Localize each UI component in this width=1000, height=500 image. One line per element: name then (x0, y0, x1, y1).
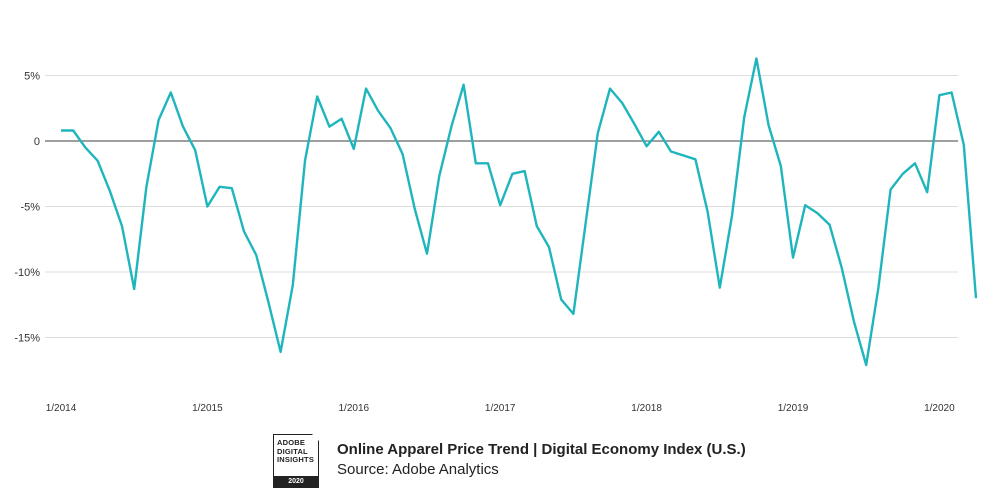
badge-folded-corner (311, 433, 320, 442)
x-tick-label: 1/2015 (192, 403, 223, 414)
series-line (61, 57, 978, 367)
line-chart: 5%0-5%-10%-15% 1/2014 1/2015 1/2016 1/2017 1… (14, 57, 978, 414)
x-tick-label: 1/2014 (46, 403, 77, 414)
footer-text: Online Apparel Price Trend | Digital Eco… (337, 434, 746, 480)
y-tick-label: -5% (20, 202, 40, 214)
adobe-digital-insights-logo: ADOBE DIGITAL INSIGHTS 2020 (273, 433, 320, 488)
x-tick-label: 1/2017 (485, 403, 516, 414)
chart-title: Online Apparel Price Trend | Digital Eco… (337, 441, 746, 458)
y-tick-label: -15% (14, 333, 40, 345)
x-tick-label: 1/2019 (778, 403, 809, 414)
badge-line: ADOBE (277, 438, 306, 447)
badge-text: ADOBE DIGITAL INSIGHTS (277, 438, 315, 465)
badge-line: INSIGHTS (277, 455, 315, 464)
x-tick-label: 1/2020 (924, 403, 955, 414)
badge-year: 2020 (274, 476, 318, 487)
chart-source: Source: Adobe Analytics (337, 461, 499, 478)
gridlines (45, 75, 958, 338)
badge-line: DIGITAL (277, 446, 308, 456)
x-tick-label: 1/2016 (339, 403, 370, 414)
chart-footer: ADOBE DIGITAL INSIGHTS 2020 Online Appar… (273, 433, 746, 490)
y-tick-label: 5% (24, 71, 40, 83)
x-tick-label: 1/2018 (631, 403, 662, 414)
y-tick-label: 0 (34, 136, 40, 148)
x-axis-ticks: 1/2014 1/2015 1/2016 1/2017 1/2018 1/2019 1/20… (46, 403, 955, 414)
series-layer (61, 57, 978, 367)
y-tick-label: -10% (14, 267, 40, 279)
y-axis-ticks: 5% 0 -5% -10% -15% (14, 71, 40, 345)
